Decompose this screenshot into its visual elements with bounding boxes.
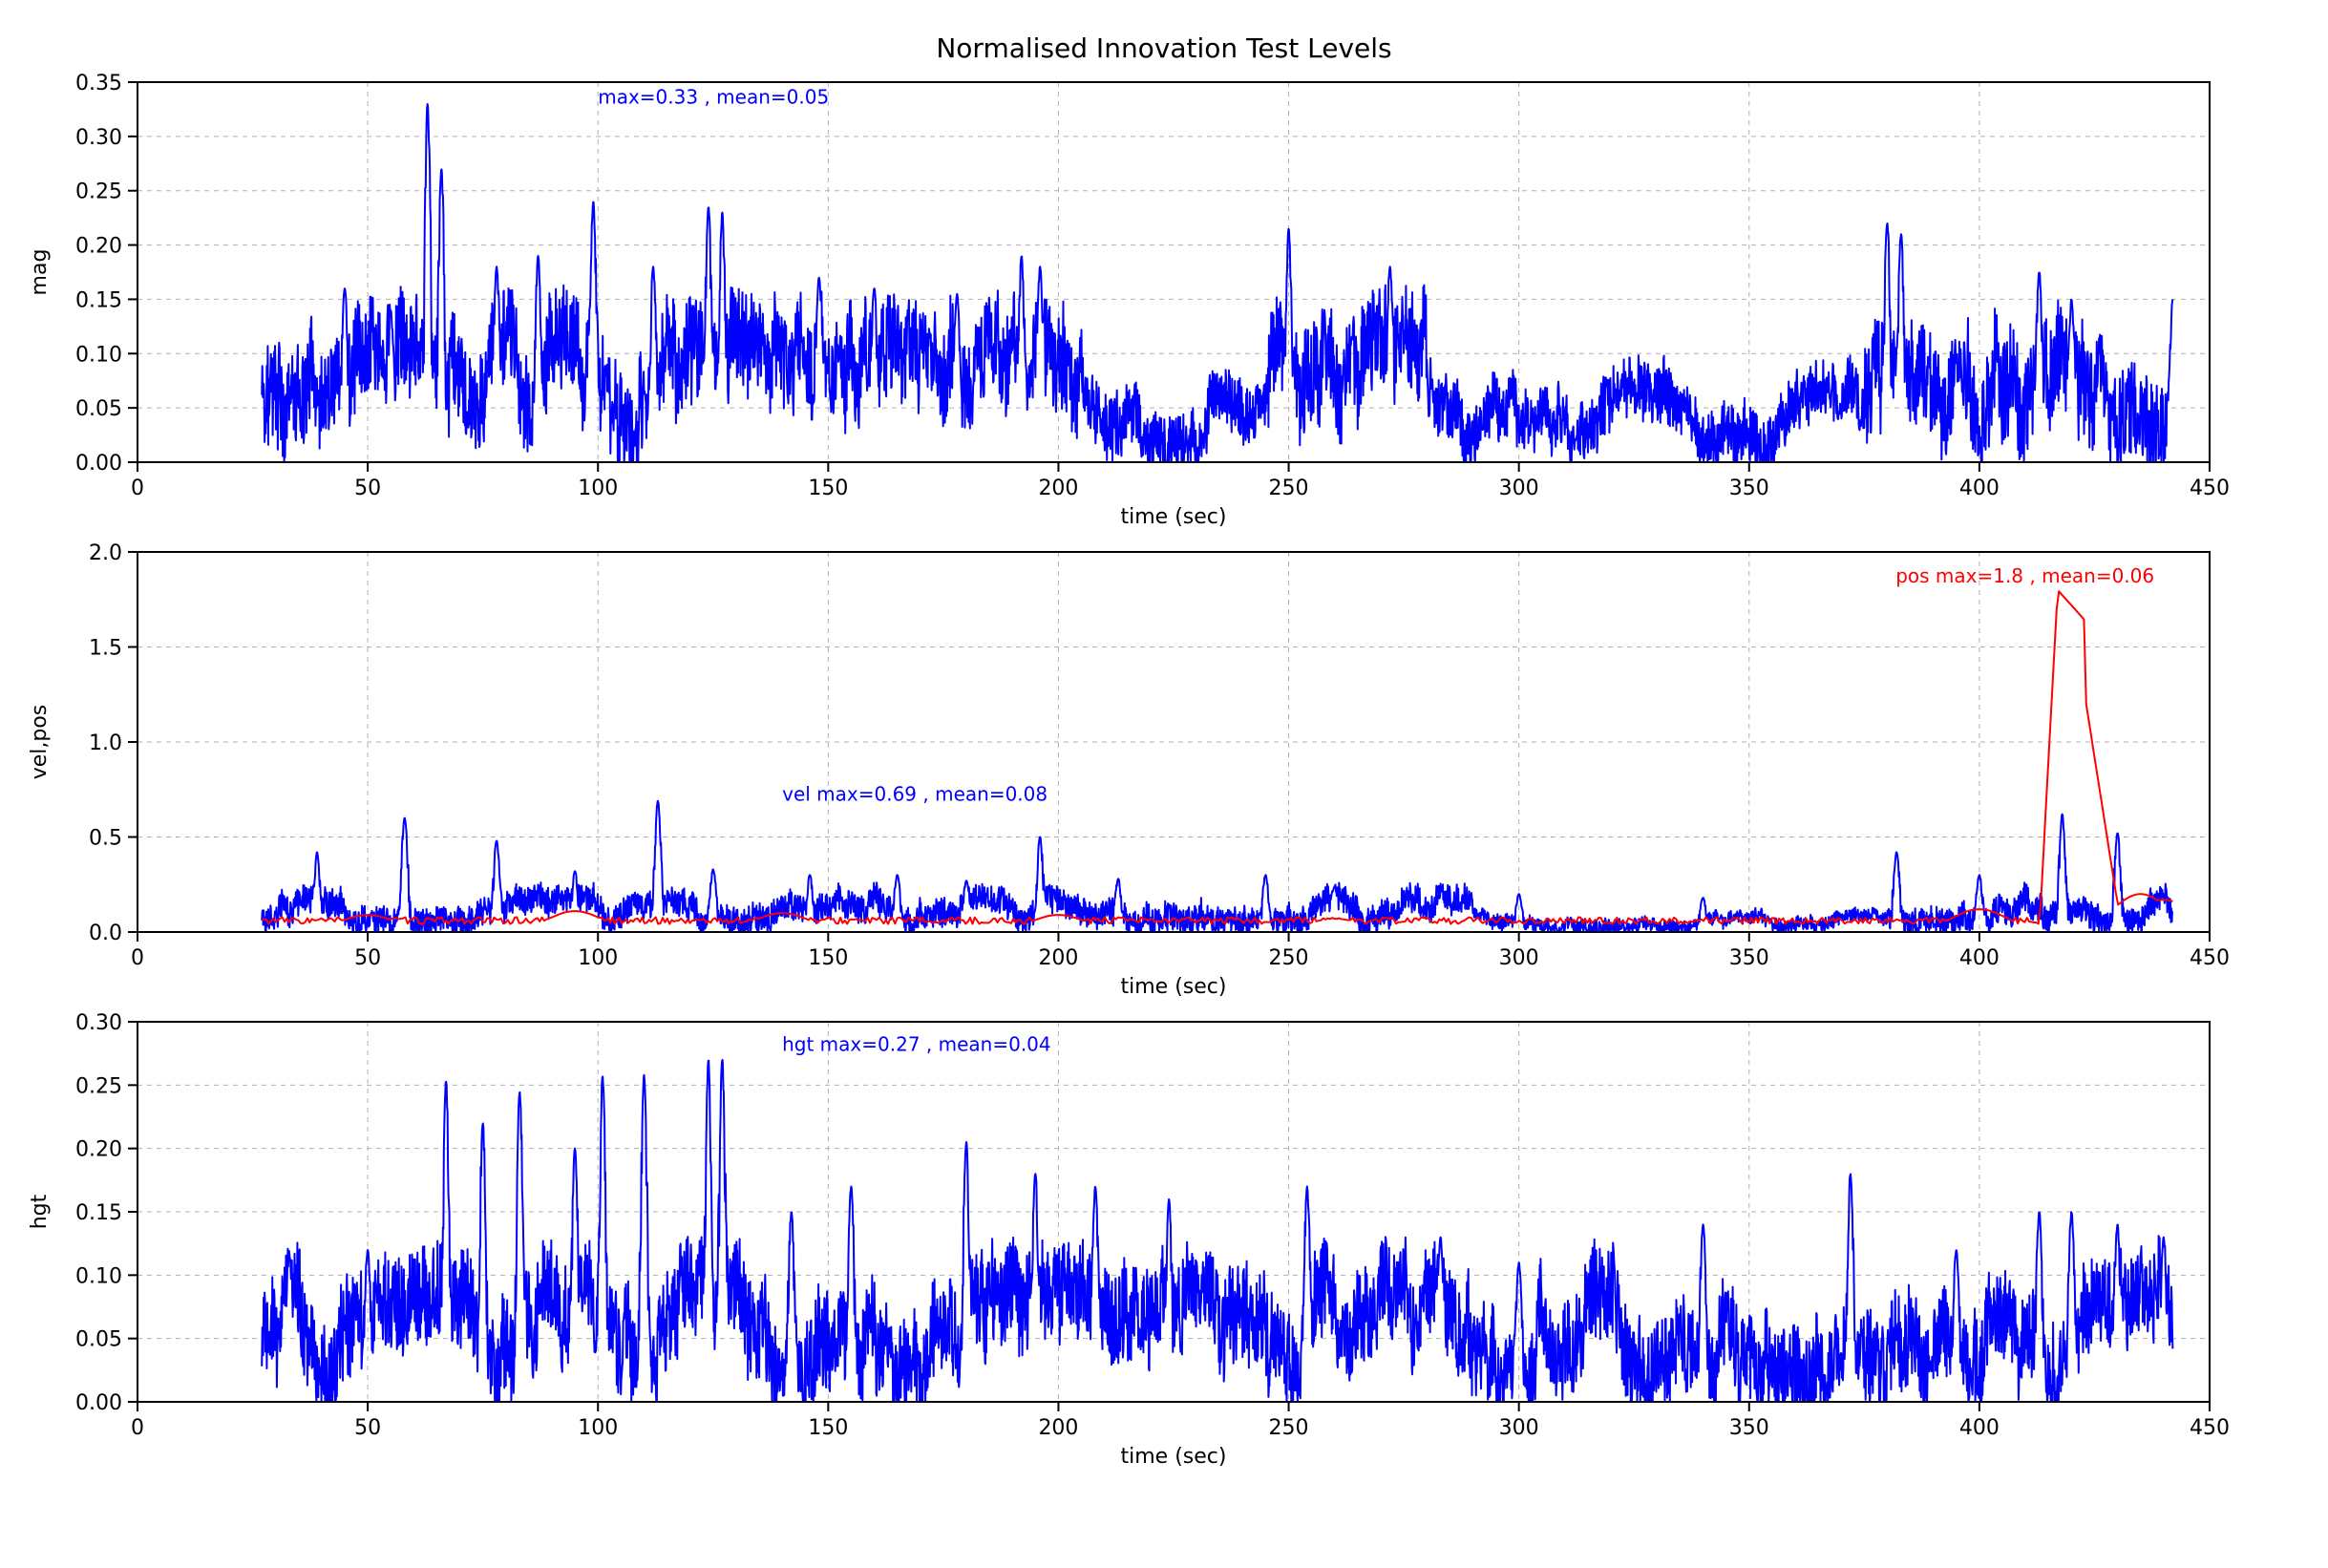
xtick-label: 450 <box>2190 477 2230 500</box>
ytick-label: 1.0 <box>89 731 122 755</box>
ylabel: mag <box>28 249 52 296</box>
xtick-label: 50 <box>354 477 381 500</box>
xtick-label: 50 <box>354 946 381 970</box>
xtick-label: 0 <box>131 477 144 500</box>
ytick-label: 0.25 <box>75 180 122 204</box>
xtick-label: 250 <box>1269 946 1309 970</box>
xtick-label: 100 <box>578 946 618 970</box>
xtick-label: 350 <box>1729 1416 1769 1440</box>
xtick-label: 450 <box>2190 946 2230 970</box>
annotation: max=0.33 , mean=0.05 <box>598 86 829 109</box>
xtick-label: 300 <box>1499 1416 1539 1440</box>
ytick-label: 0.30 <box>75 1011 122 1035</box>
ytick-label: 2.0 <box>89 541 122 565</box>
ylabel: hgt <box>28 1194 52 1229</box>
annotation: pos max=1.8 , mean=0.06 <box>1895 564 2154 587</box>
xtick-label: 350 <box>1729 477 1769 500</box>
ytick-label: 0.15 <box>75 288 122 312</box>
xtick-label: 100 <box>578 1416 618 1440</box>
xtick-label: 450 <box>2190 1416 2230 1440</box>
annotation: vel max=0.69 , mean=0.08 <box>782 783 1048 806</box>
xtick-label: 150 <box>808 946 848 970</box>
xtick-label: 250 <box>1269 477 1309 500</box>
xtick-label: 50 <box>354 1416 381 1440</box>
ytick-label: 0.35 <box>75 72 122 95</box>
ytick-label: 0.30 <box>75 126 122 150</box>
annotation: hgt max=0.27 , mean=0.04 <box>782 1033 1051 1056</box>
ytick-label: 0.20 <box>75 235 122 259</box>
xtick-label: 150 <box>808 1416 848 1440</box>
xlabel: time (sec) <box>1121 1445 1227 1469</box>
xtick-label: 0 <box>131 946 144 970</box>
xtick-label: 400 <box>1959 1416 2000 1440</box>
xlabel: time (sec) <box>1121 975 1227 999</box>
xtick-label: 0 <box>131 1416 144 1440</box>
xtick-label: 200 <box>1038 477 1078 500</box>
xtick-label: 100 <box>578 477 618 500</box>
ytick-label: 0.10 <box>75 343 122 367</box>
ytick-label: 0.15 <box>75 1201 122 1225</box>
xtick-label: 200 <box>1038 946 1078 970</box>
xtick-label: 250 <box>1269 1416 1309 1440</box>
ytick-label: 0.0 <box>89 922 122 945</box>
ytick-label: 0.20 <box>75 1138 122 1162</box>
xtick-label: 400 <box>1959 477 2000 500</box>
chart-figure: Normalised Innovation Test Levels0.000.0… <box>0 0 2328 1564</box>
ytick-label: 0.05 <box>75 397 122 421</box>
chart-svg: Normalised Innovation Test Levels0.000.0… <box>0 0 2328 1564</box>
ytick-label: 0.00 <box>75 452 122 476</box>
ytick-label: 1.5 <box>89 637 122 661</box>
ytick-label: 0.10 <box>75 1264 122 1288</box>
ylabel: vel,pos <box>28 705 52 780</box>
xtick-label: 300 <box>1499 477 1539 500</box>
ytick-label: 0.5 <box>89 827 122 851</box>
xtick-label: 200 <box>1038 1416 1078 1440</box>
xtick-label: 350 <box>1729 946 1769 970</box>
figure-title: Normalised Innovation Test Levels <box>936 32 1391 64</box>
xlabel: time (sec) <box>1121 505 1227 529</box>
ytick-label: 0.25 <box>75 1074 122 1098</box>
xtick-label: 150 <box>808 477 848 500</box>
xtick-label: 300 <box>1499 946 1539 970</box>
xtick-label: 400 <box>1959 946 2000 970</box>
ytick-label: 0.05 <box>75 1328 122 1352</box>
ytick-label: 0.00 <box>75 1391 122 1415</box>
